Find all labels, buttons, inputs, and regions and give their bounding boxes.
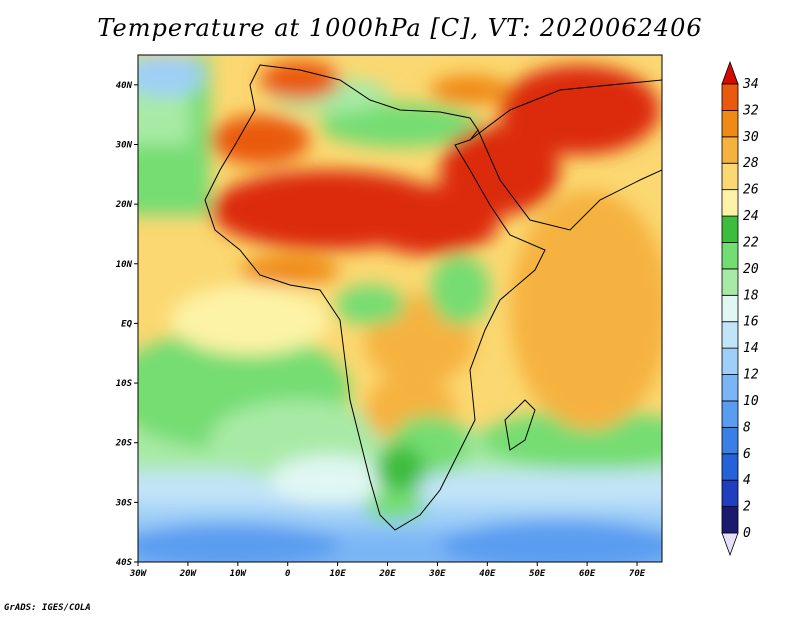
colorbar-label: 26 [743, 183, 759, 198]
colorbar-label: 16 [743, 315, 759, 330]
colorbar-swatch [721, 136, 739, 164]
colorbar-label: 6 [743, 447, 751, 462]
map-title: Temperature at 1000hPa [C], VT: 20200624… [97, 14, 703, 42]
colorbar-label: 18 [743, 288, 759, 303]
colorbar-swatch [721, 242, 739, 270]
lat-tick-label: 30N [115, 140, 133, 150]
colorbar-label: 24 [743, 209, 759, 224]
colorbar-swatch [721, 426, 739, 455]
colorbar-label: 0 [743, 526, 751, 541]
colorbar-swatch [721, 453, 739, 481]
temperature-field [138, 55, 662, 562]
lat-tick-label: 40S [116, 558, 133, 568]
colorbar-swatch [721, 189, 739, 217]
colorbar-swatch [721, 268, 739, 296]
colorbar-label: 30 [742, 130, 759, 145]
colorbar-swatch [721, 506, 739, 534]
colorbar-swatch [721, 347, 739, 375]
colorbar-label: 4 [743, 473, 751, 488]
lon-tick-label: 40E [479, 569, 496, 579]
lon-tick-label: 0 [285, 569, 291, 579]
lon-tick-label: 10W [230, 569, 248, 579]
coastlines [204, 64, 662, 531]
lat-tick-label: 10S [116, 379, 133, 389]
lon-tick-label: 20E [378, 569, 396, 579]
colorbar-label: 12 [743, 368, 759, 383]
grads-credit: GrADS: IGES/COLA [4, 603, 91, 613]
colorbar-swatch [721, 321, 739, 349]
lat-tick-label: 30S [115, 498, 133, 508]
lat-tick-label: 20N [115, 200, 133, 210]
lon-tick-label: 20W [179, 569, 198, 579]
lon-tick-label: 30W [129, 569, 148, 579]
lon-tick-label: 60E [579, 569, 596, 579]
colorbar-max-triangle [721, 60, 739, 85]
colorbar-min-triangle [721, 532, 739, 557]
colorbar-swatch [721, 83, 739, 111]
lon-tick-label: 70E [629, 569, 646, 579]
colorbar-label: 14 [743, 341, 759, 356]
colorbar-label: 28 [743, 156, 759, 171]
colorbar-swatch [721, 374, 739, 402]
lat-tick-label: 10N [116, 260, 133, 270]
lat-tick-label: 20S [115, 439, 133, 449]
map-frame [137, 54, 663, 563]
lat-tick-label: EQ [121, 319, 132, 329]
lat-tick-label: 40N [116, 81, 133, 91]
colorbar-swatch [721, 110, 739, 138]
colorbar-label: 20 [743, 262, 759, 277]
colorbar-swatch [721, 400, 739, 428]
latitude-axis: 40N 30N 20N 10N EQ 10S 20S 30S 40S [115, 81, 138, 568]
colorbar-swatch [721, 215, 739, 243]
longitude-axis: 30W 20W 10W 0 10E 20E 30E 40E 50E 60E 70E [129, 562, 646, 579]
colorbar-label: 10 [743, 394, 759, 409]
lon-tick-label: 30E [428, 569, 446, 579]
colorbar-label: 2 [743, 500, 751, 515]
colorbar-swatch [721, 162, 739, 191]
colorbar-swatch [721, 294, 739, 323]
colorbar-label: 32 [742, 103, 759, 118]
colorbar-label: 34 [742, 77, 759, 92]
colorbar-swatch [721, 479, 739, 507]
lon-tick-label: 50E [529, 569, 546, 579]
lon-tick-label: 10E [329, 569, 346, 579]
colorbar-label: 22 [743, 235, 759, 250]
colorbar-label: 8 [743, 420, 751, 435]
